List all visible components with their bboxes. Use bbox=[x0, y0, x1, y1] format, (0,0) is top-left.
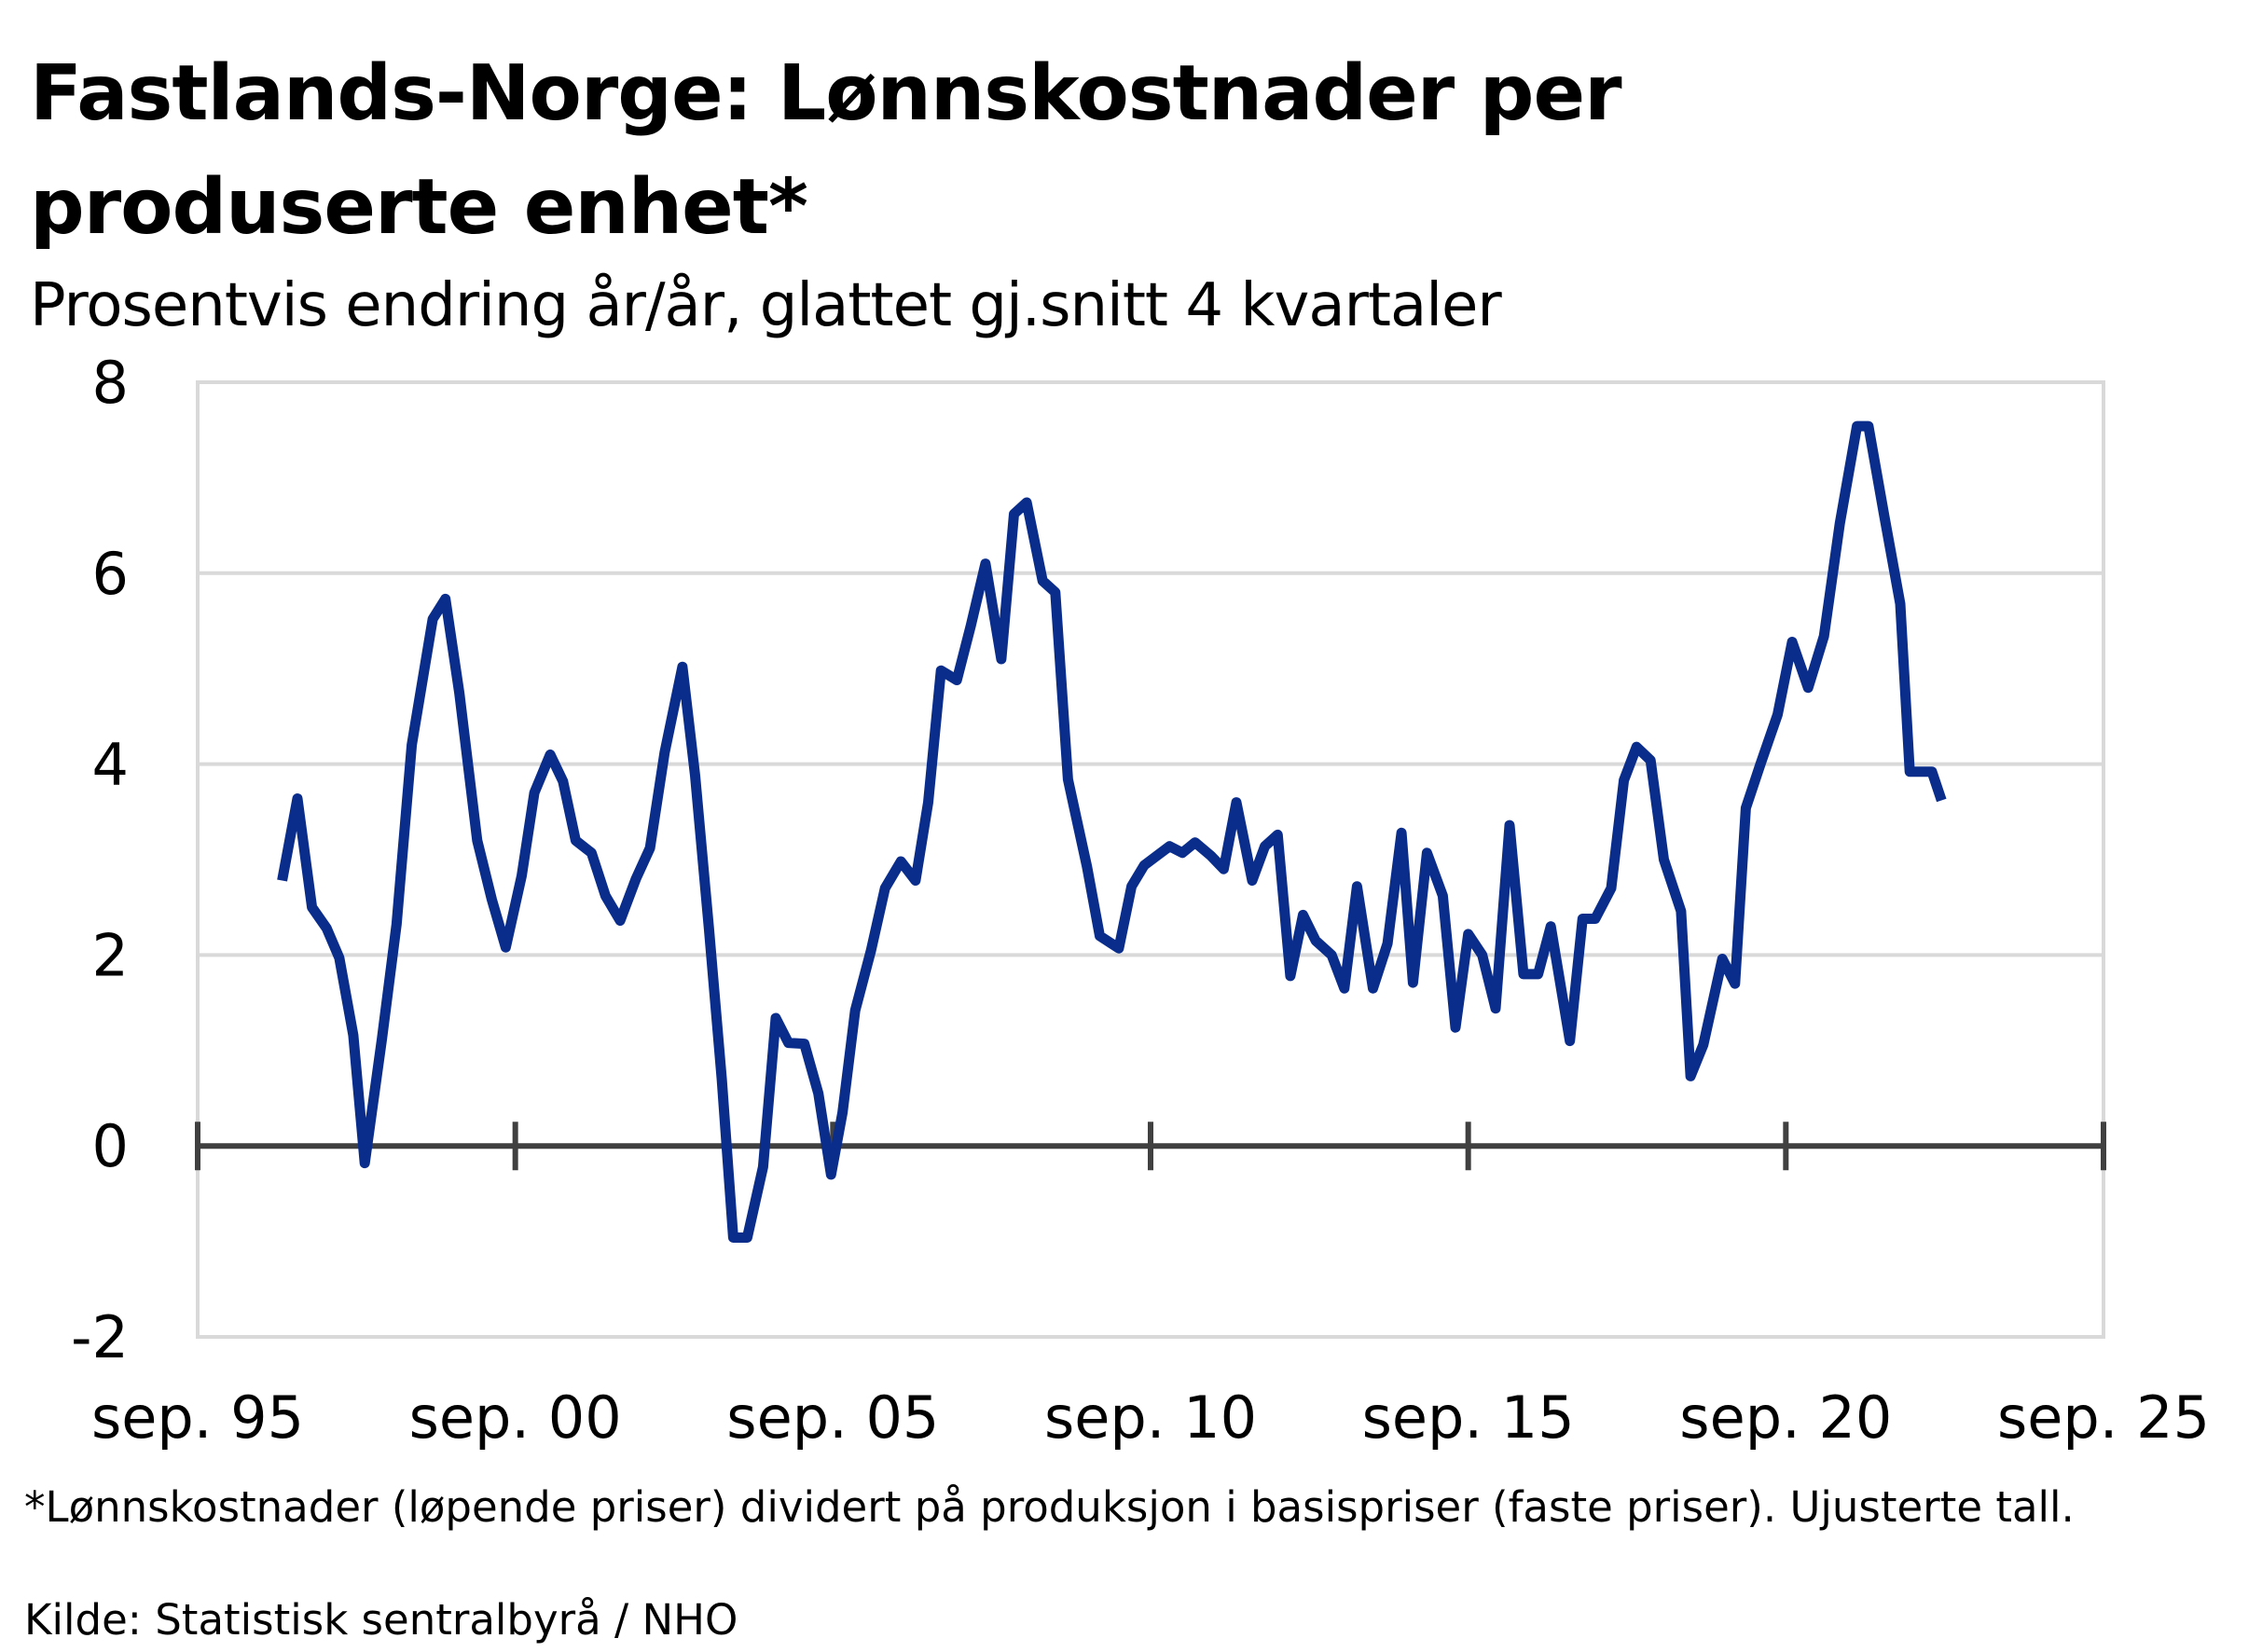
line-chart: -2 0 2 4 6 8 sep. 95 sep. 00 sep. 05 sep. 10 sep.… bbox=[71, 354, 2210, 1452]
chart-source: Kilde: Statistisk sentralbyrå / NHO bbox=[24, 1595, 738, 1645]
x-tick-label: sep. 15 bbox=[1362, 1384, 1575, 1452]
x-tick-label: sep. 25 bbox=[1997, 1384, 2210, 1452]
y-tick-label: -2 bbox=[71, 1303, 129, 1371]
chart-footnote: *Lønnskostnader (løpende priser) divider… bbox=[24, 1482, 2075, 1532]
y-tick-label: 4 bbox=[92, 731, 129, 799]
x-tick-label: sep. 20 bbox=[1679, 1384, 1892, 1452]
y-tick-label: 0 bbox=[92, 1112, 129, 1180]
chart-title: Fastlands-Norge: Lønnskostnader per prod… bbox=[30, 49, 1622, 252]
series-line bbox=[277, 420, 1947, 1243]
y-tick-label: 8 bbox=[92, 354, 129, 417]
y-tick-label: 2 bbox=[92, 921, 129, 989]
x-tick-label: sep. 00 bbox=[409, 1384, 622, 1452]
x-tick-label: sep. 10 bbox=[1044, 1384, 1257, 1452]
x-tick-label: sep. 95 bbox=[91, 1384, 304, 1452]
chart-subtitle: Prosentvis endring år/år, glattet gj.sni… bbox=[30, 271, 1502, 340]
y-tick-label: 6 bbox=[92, 540, 129, 608]
x-tick-label: sep. 05 bbox=[726, 1384, 939, 1452]
